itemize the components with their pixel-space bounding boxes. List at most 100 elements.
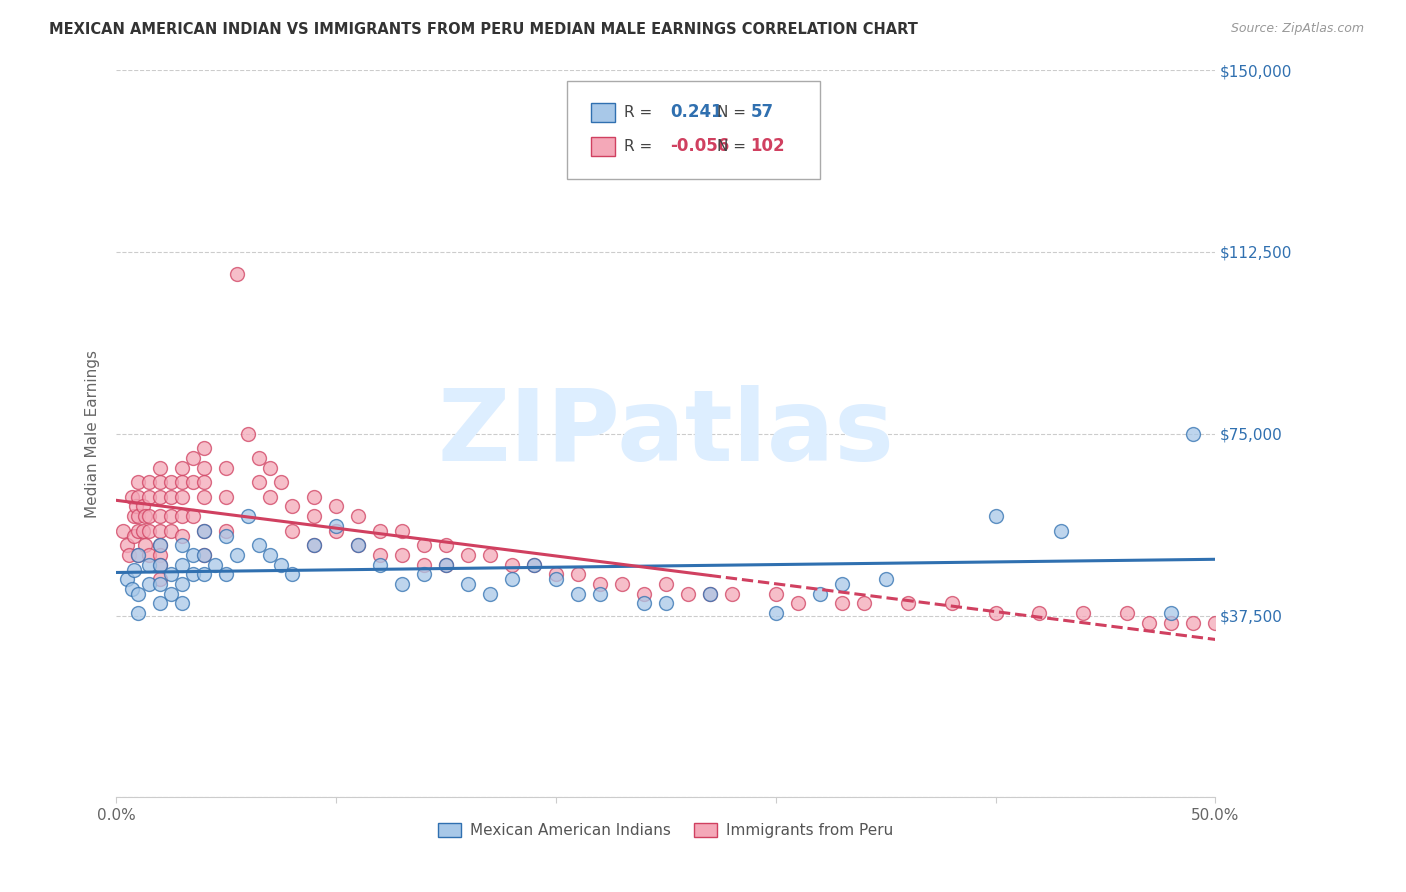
Point <box>281 524 304 538</box>
Point <box>181 450 204 465</box>
Point <box>215 567 238 582</box>
Point <box>434 558 457 572</box>
Point <box>259 490 281 504</box>
Point <box>125 500 148 514</box>
Point <box>193 567 215 582</box>
Point <box>238 509 260 524</box>
Point <box>193 490 215 504</box>
Point <box>391 577 413 591</box>
Point <box>138 475 160 490</box>
Point <box>127 587 149 601</box>
Point <box>172 528 194 542</box>
Point <box>160 567 183 582</box>
Point <box>984 509 1007 524</box>
Point <box>238 426 260 441</box>
Point <box>149 460 172 475</box>
Point <box>193 548 215 562</box>
Point <box>765 606 787 620</box>
Point <box>523 558 546 572</box>
Text: Source: ZipAtlas.com: Source: ZipAtlas.com <box>1230 22 1364 36</box>
Point <box>478 587 501 601</box>
Point <box>413 567 436 582</box>
Point <box>215 528 238 542</box>
Point <box>172 475 194 490</box>
Point <box>391 548 413 562</box>
Y-axis label: Median Male Earnings: Median Male Earnings <box>86 350 100 517</box>
Legend: Mexican American Indians, Immigrants from Peru: Mexican American Indians, Immigrants fro… <box>432 816 900 845</box>
FancyBboxPatch shape <box>591 103 616 121</box>
Point <box>831 597 853 611</box>
Point <box>567 567 589 582</box>
Point <box>831 577 853 591</box>
Point <box>215 460 238 475</box>
Point <box>1182 426 1205 441</box>
Point <box>610 577 633 591</box>
Point <box>589 587 612 601</box>
Point <box>1028 606 1050 620</box>
Point <box>457 548 479 562</box>
Point <box>149 577 172 591</box>
Point <box>302 538 325 552</box>
Point <box>131 500 153 514</box>
Point <box>544 572 567 586</box>
Point <box>149 558 172 572</box>
Point <box>413 538 436 552</box>
Point <box>149 475 172 490</box>
Point <box>633 597 655 611</box>
Text: -0.056: -0.056 <box>671 137 730 155</box>
Point <box>181 475 204 490</box>
Point <box>786 597 808 611</box>
Point <box>544 567 567 582</box>
Point <box>172 597 194 611</box>
Point <box>117 538 139 552</box>
Point <box>172 490 194 504</box>
Point <box>1050 524 1073 538</box>
Point <box>193 524 215 538</box>
Point <box>765 587 787 601</box>
Point <box>501 558 523 572</box>
Point <box>122 528 145 542</box>
Point <box>434 538 457 552</box>
Point <box>160 475 183 490</box>
Point <box>434 558 457 572</box>
Point <box>149 558 172 572</box>
Text: N =: N = <box>717 104 747 120</box>
Point <box>720 587 742 601</box>
Point <box>259 460 281 475</box>
Point <box>134 509 156 524</box>
Point <box>391 524 413 538</box>
Point <box>181 548 204 562</box>
Point <box>134 538 156 552</box>
Point <box>984 606 1007 620</box>
Point <box>281 567 304 582</box>
Point <box>149 490 172 504</box>
Point <box>347 509 370 524</box>
Point <box>160 587 183 601</box>
Point <box>111 524 134 538</box>
Point <box>941 597 963 611</box>
Point <box>149 548 172 562</box>
Point <box>193 460 215 475</box>
Point <box>138 509 160 524</box>
Point <box>181 509 204 524</box>
Point <box>567 587 589 601</box>
Point <box>897 597 920 611</box>
Point <box>138 558 160 572</box>
Point <box>127 606 149 620</box>
Point <box>127 548 149 562</box>
Point <box>215 490 238 504</box>
Text: N =: N = <box>717 139 747 154</box>
Point <box>172 460 194 475</box>
Point <box>699 587 721 601</box>
Point <box>193 475 215 490</box>
Point <box>172 538 194 552</box>
Text: 102: 102 <box>751 137 785 155</box>
Point <box>302 538 325 552</box>
Point <box>247 450 270 465</box>
Point <box>181 567 204 582</box>
Point <box>149 509 172 524</box>
Point <box>368 548 391 562</box>
Point <box>160 524 183 538</box>
Point <box>325 524 347 538</box>
Point <box>138 524 160 538</box>
